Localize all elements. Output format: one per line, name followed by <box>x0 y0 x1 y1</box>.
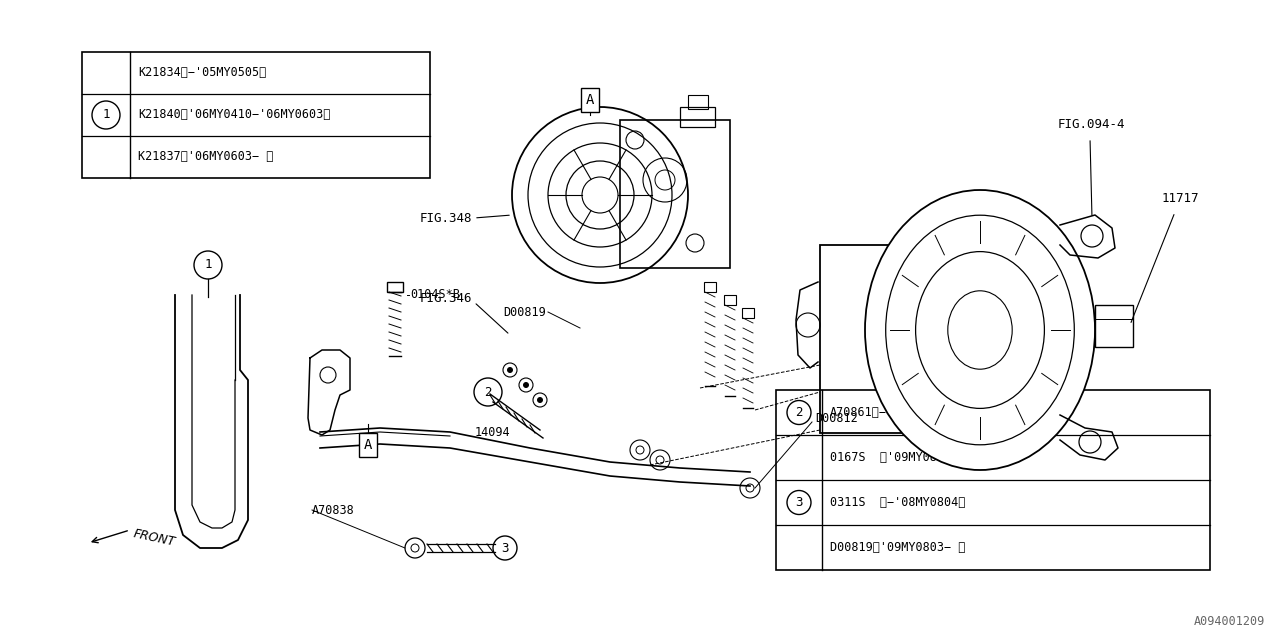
Text: K21840（'06MY0410−'06MY0603）: K21840（'06MY0410−'06MY0603） <box>138 109 330 122</box>
Text: 1: 1 <box>102 109 110 122</box>
Text: 1: 1 <box>205 259 211 271</box>
Text: D00819（'09MY0803− ）: D00819（'09MY0803− ） <box>829 541 965 554</box>
Text: FRONT: FRONT <box>132 527 177 549</box>
Text: 0167S  （'09MY0803− ）: 0167S （'09MY0803− ） <box>829 451 973 464</box>
Bar <box>820 245 986 433</box>
Text: A70838: A70838 <box>312 504 355 516</box>
Text: K21834（−'05MY0505）: K21834（−'05MY0505） <box>138 67 266 79</box>
Text: 14094: 14094 <box>475 426 511 438</box>
Bar <box>742 308 754 318</box>
Bar <box>689 95 708 109</box>
Text: A094001209: A094001209 <box>1194 615 1265 628</box>
Bar <box>82 52 430 178</box>
Bar <box>620 120 730 268</box>
Text: A: A <box>586 93 594 107</box>
Bar <box>1094 305 1133 347</box>
Text: 2: 2 <box>795 406 803 419</box>
Bar <box>387 282 403 292</box>
Ellipse shape <box>865 190 1094 470</box>
Circle shape <box>507 367 513 373</box>
Text: 0104S*B: 0104S*B <box>410 289 460 301</box>
Text: K21837（'06MY0603− ）: K21837（'06MY0603− ） <box>138 150 274 163</box>
Text: 0311S  （−'08MY0804）: 0311S （−'08MY0804） <box>829 496 965 509</box>
Text: D00819: D00819 <box>503 305 547 319</box>
Circle shape <box>538 397 543 403</box>
Circle shape <box>524 382 529 388</box>
Bar <box>704 282 716 292</box>
Text: D00812: D00812 <box>815 412 858 424</box>
Text: A: A <box>364 438 372 452</box>
Text: 3: 3 <box>795 496 803 509</box>
Bar <box>724 295 736 305</box>
Text: FIG.346: FIG.346 <box>420 291 472 305</box>
Text: A70861（−'08MY0804）: A70861（−'08MY0804） <box>829 406 959 419</box>
Text: 2: 2 <box>484 385 492 399</box>
Text: FIG.348: FIG.348 <box>420 211 472 225</box>
Text: 3: 3 <box>502 541 508 554</box>
Text: FIG.094-4: FIG.094-4 <box>1059 118 1125 131</box>
Bar <box>680 107 716 127</box>
Text: 11717: 11717 <box>1162 191 1199 205</box>
Bar <box>776 390 1210 570</box>
